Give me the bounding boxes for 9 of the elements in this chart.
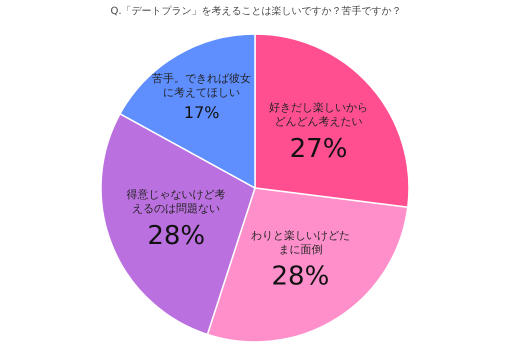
slice-label: 好きだし楽しいからどんどん考えたい bbox=[268, 100, 370, 129]
slice-label: 得意じゃないけど考えるのは問題ない bbox=[126, 188, 227, 216]
data-label: 17% bbox=[184, 102, 220, 122]
data-label: 28% bbox=[271, 262, 330, 292]
slice-label: 苦手。できれば彼女に考えてほしい bbox=[151, 72, 252, 100]
data-label: 27% bbox=[290, 134, 348, 164]
chart-title: Q.「デートプラン」を考えることは楽しいですか？苦手ですか？ bbox=[110, 5, 402, 17]
data-label: 28% bbox=[147, 221, 206, 252]
slice-label: わりと楽しいけどたまに面倒 bbox=[250, 228, 351, 256]
